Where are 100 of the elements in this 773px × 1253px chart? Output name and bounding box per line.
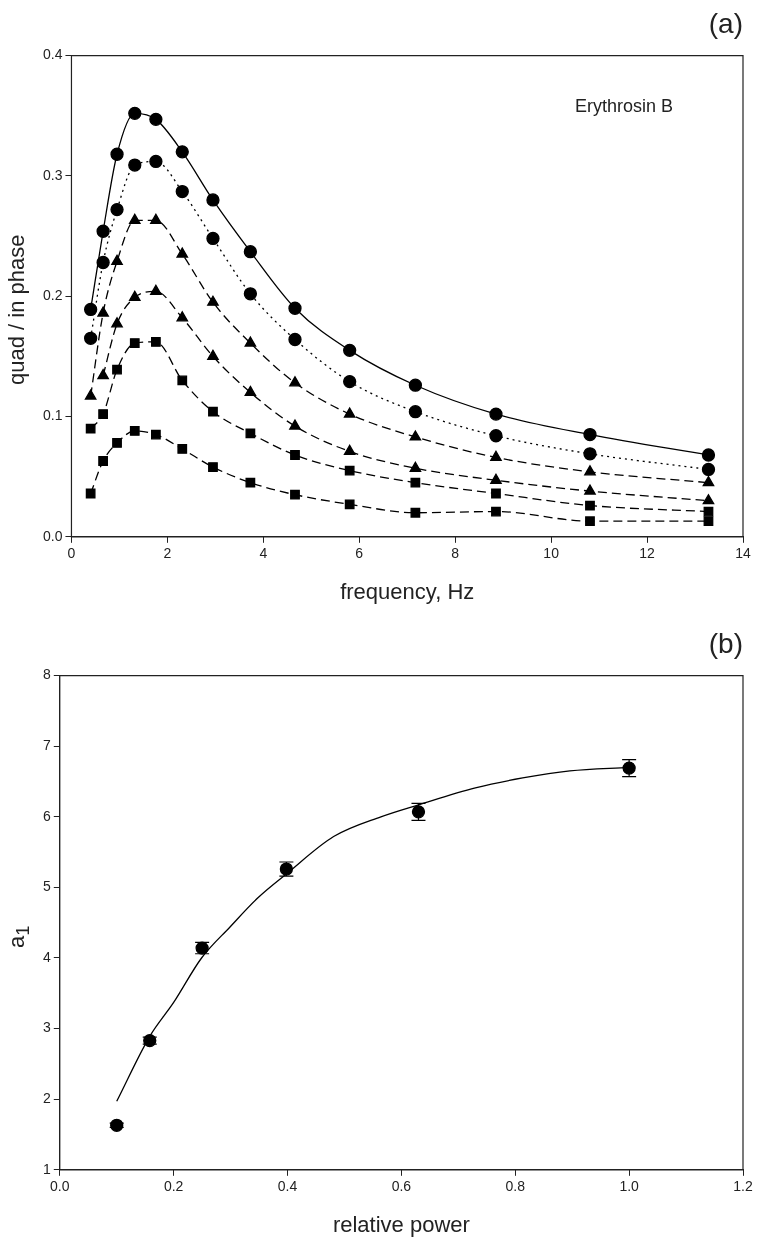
point <box>84 302 98 317</box>
point <box>177 444 188 454</box>
x-axis-title: frequency, Hz <box>340 578 475 604</box>
point <box>176 247 189 258</box>
point <box>129 338 140 349</box>
point <box>206 193 220 207</box>
point <box>408 378 423 392</box>
point <box>97 306 109 317</box>
point <box>288 301 302 315</box>
y-tick-label: 8 <box>42 666 51 683</box>
point <box>85 423 96 434</box>
point <box>206 231 220 246</box>
point <box>491 488 501 499</box>
point <box>409 430 422 441</box>
y-tick-label: 2 <box>42 1090 51 1107</box>
point <box>701 462 716 477</box>
x-tick-label: 4 <box>259 545 268 562</box>
point <box>96 224 110 238</box>
point <box>84 331 98 345</box>
point <box>176 311 189 322</box>
x-axis-title: relative power <box>332 1211 470 1237</box>
point <box>128 290 141 302</box>
point <box>129 426 140 436</box>
y-tick-label: 0.4 <box>42 46 63 63</box>
x-tick-label: 0.8 <box>505 1178 526 1195</box>
point <box>111 254 123 265</box>
point <box>96 255 110 270</box>
point <box>112 364 122 375</box>
point <box>244 336 257 347</box>
point <box>110 202 124 217</box>
point <box>585 516 595 527</box>
y-tick-label: 0.3 <box>42 166 63 183</box>
point <box>97 368 109 380</box>
point <box>98 456 109 466</box>
point <box>150 429 161 440</box>
point <box>85 488 96 499</box>
point <box>288 332 302 347</box>
point <box>289 376 301 387</box>
point <box>289 419 301 430</box>
point <box>150 213 162 225</box>
point <box>343 407 356 418</box>
x-tick-label: 6 <box>355 545 364 562</box>
x-tick-label: 12 <box>639 545 656 562</box>
point <box>175 145 189 159</box>
y-tick-label: 4 <box>42 948 51 965</box>
x-tick-label: 0.4 <box>277 1178 298 1195</box>
y-tick-label: 5 <box>42 878 51 895</box>
point <box>208 406 218 417</box>
point <box>110 147 124 161</box>
point <box>290 450 300 460</box>
point <box>150 284 162 296</box>
point <box>290 489 300 500</box>
point <box>583 447 597 461</box>
point <box>343 374 357 389</box>
chart-title: (a) <box>708 7 743 39</box>
point <box>585 500 595 511</box>
y-tick-label: 6 <box>42 807 51 824</box>
point <box>128 106 142 120</box>
point <box>344 465 355 476</box>
y-tick-label: 0.0 <box>42 527 63 544</box>
point <box>490 473 502 484</box>
x-tick-label: 8 <box>451 545 460 562</box>
point <box>343 444 356 456</box>
point <box>243 287 258 301</box>
x-tick-label: 1.2 <box>733 1178 753 1195</box>
point <box>410 477 421 488</box>
point <box>584 465 596 476</box>
y-axis-title: quad / in phase <box>4 234 30 385</box>
point <box>245 428 256 439</box>
point <box>128 158 142 172</box>
point <box>175 184 189 199</box>
point <box>84 389 97 400</box>
point <box>701 448 716 462</box>
point <box>410 507 421 518</box>
point <box>489 407 503 421</box>
point <box>583 427 597 442</box>
point <box>111 317 123 328</box>
point <box>207 349 219 360</box>
point <box>208 462 218 472</box>
point <box>702 494 715 505</box>
point <box>343 343 357 357</box>
chart-title: (b) <box>708 627 743 659</box>
point <box>703 516 714 527</box>
point <box>128 213 141 225</box>
point <box>112 438 122 448</box>
point <box>243 245 258 259</box>
point <box>491 506 501 517</box>
x-tick-label: 14 <box>735 545 751 562</box>
y-tick-label: 0.1 <box>42 407 63 424</box>
x-tick-label: 2 <box>163 545 172 562</box>
point <box>244 385 257 397</box>
point <box>150 337 161 347</box>
point <box>177 375 188 386</box>
y-tick-label: 1 <box>42 1160 51 1177</box>
y-tick-label: 7 <box>42 737 51 754</box>
point <box>702 476 715 487</box>
point <box>245 477 256 488</box>
point <box>344 499 355 510</box>
x-tick-label: 0.6 <box>391 1178 412 1195</box>
point <box>489 429 503 443</box>
